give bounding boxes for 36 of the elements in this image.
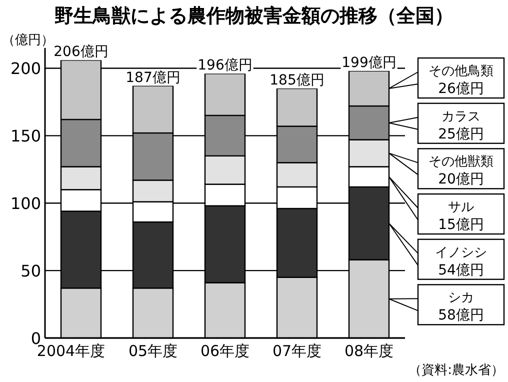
bar [276,162,318,188]
text: 58億円 [438,308,484,324]
x-tick-label: 05年度 [128,342,178,360]
y-tick-label: 150 [10,126,41,146]
total-label: 187億円 [126,70,180,86]
y-axis-title: （億円） [2,33,54,48]
total-label: 199億円 [342,54,396,71]
bar [60,166,102,190]
bar [132,180,174,202]
total-label: 206億円 [54,44,108,60]
text: 26億円 [438,81,484,97]
text: 54億円 [438,262,484,278]
bar [348,166,390,188]
legend-label: その他獣類 [428,154,494,170]
legend-label: その他鳥類 [428,64,494,79]
total-label: 185億円 [270,72,324,88]
legend-label: シカ [448,290,474,306]
text: 20億円 [438,172,484,188]
y-tick-label: 200 [10,59,41,78]
bar [204,155,246,185]
bar [348,139,390,168]
y-tick-label: 100 [10,194,41,214]
text: （資料:農水省） [408,363,504,378]
x-tick-label: 06年度 [200,342,250,360]
x-tick-label: 08年度 [344,342,394,360]
text: 25億円 [438,126,484,142]
text: イノシシ [435,245,487,260]
y-tick-label: 50 [20,262,41,281]
bar [132,85,174,134]
legend-label: カラス [442,109,480,124]
x-tick-label: 07年度 [272,342,322,360]
total-label: 196億円 [198,58,252,74]
bar [276,88,318,127]
text: 15億円 [438,217,484,233]
text: サル [448,200,474,215]
chart-title: 野生鳥獣による農作物被害金額の推移（全国） [54,5,454,27]
